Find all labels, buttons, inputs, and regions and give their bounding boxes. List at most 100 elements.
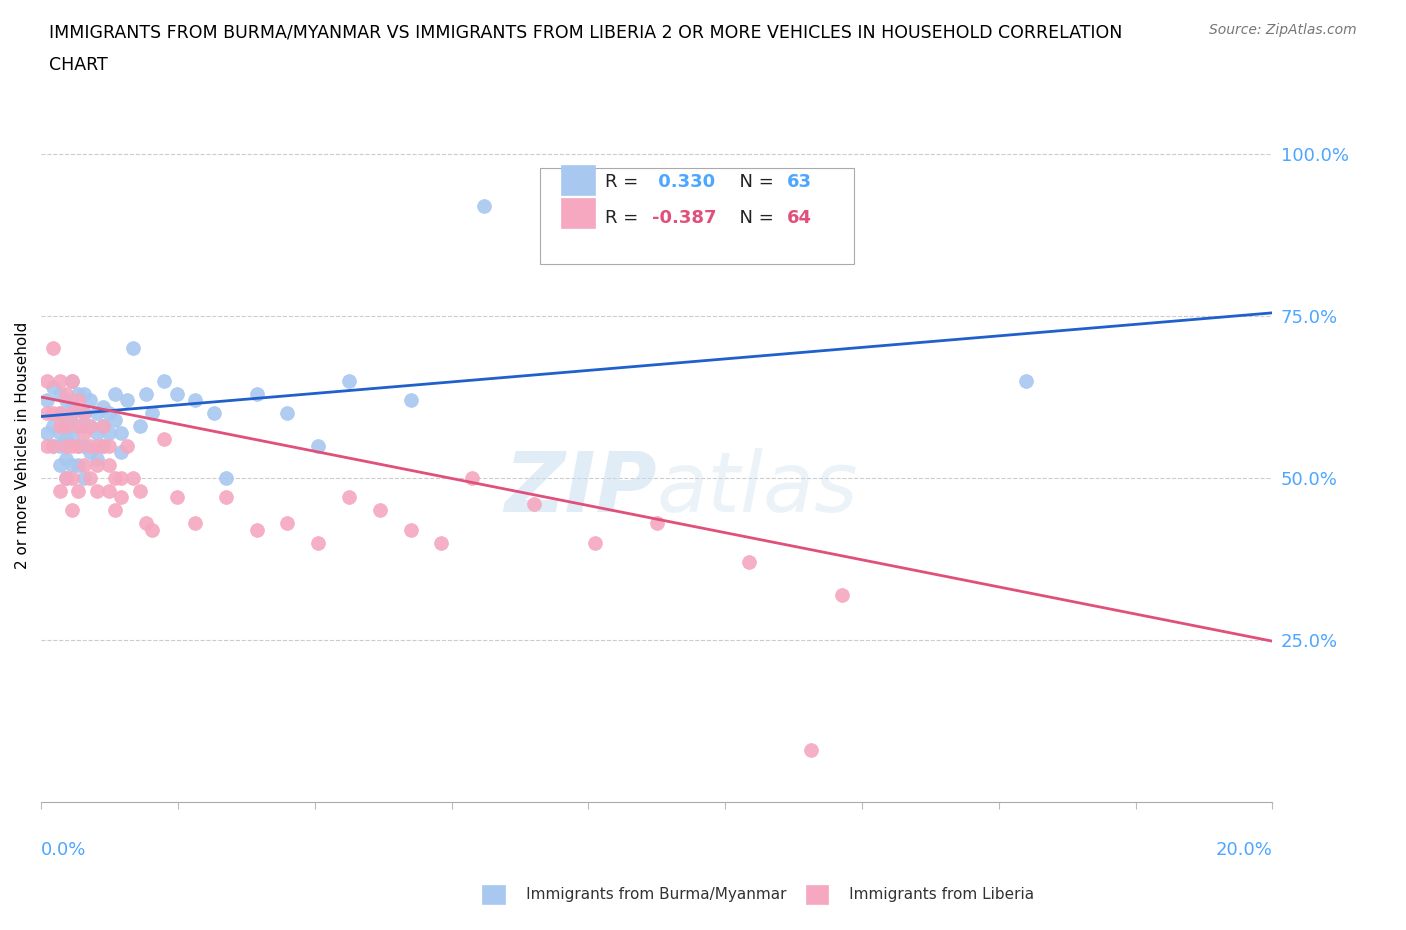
Point [55,432,77,446]
Point [37,405,59,420]
Point [97,458,120,472]
Point [117,392,139,407]
Point [37,374,59,389]
Point [1015,374,1038,389]
Point [276,405,298,420]
Point [117,438,139,453]
Point [399,392,422,407]
Point [42,341,65,356]
Point [60,471,83,485]
Point [583,536,606,551]
Point [645,516,668,531]
Point [73,458,96,472]
Point [368,503,391,518]
Text: atlas: atlas [657,448,859,529]
Point [461,471,484,485]
Point [73,405,96,420]
Point [86,484,108,498]
FancyBboxPatch shape [540,167,853,264]
Point [110,490,132,505]
Point [215,490,238,505]
Point [523,497,546,512]
Text: N =: N = [728,173,780,191]
Text: 0.330: 0.330 [652,173,716,191]
Point [86,451,108,466]
Point [67,418,90,433]
Point [42,438,65,453]
Point [48,484,70,498]
Point [42,379,65,394]
Point [430,536,453,551]
Point [37,392,59,407]
Point [42,438,65,453]
Point [60,432,83,446]
Point [246,386,269,401]
Point [91,418,114,433]
Point [86,405,108,420]
Point [60,418,83,433]
Point [141,523,163,538]
Text: R =: R = [605,208,644,227]
Point [55,471,77,485]
Point [86,438,108,453]
Point [67,392,90,407]
Point [55,412,77,427]
Point [97,425,120,440]
Point [73,418,96,433]
Point [73,438,96,453]
Text: Immigrants from Burma/Myanmar: Immigrants from Burma/Myanmar [492,887,786,902]
Point [399,523,422,538]
Text: CHART: CHART [49,56,108,73]
Point [166,386,188,401]
Point [48,418,70,433]
Point [184,392,207,407]
Point [128,418,150,433]
Point [97,484,120,498]
Point [91,399,114,414]
Point [67,438,90,453]
Point [135,386,157,401]
Text: 63: 63 [787,173,813,191]
Point [55,386,77,401]
Point [122,341,145,356]
Point [474,198,496,213]
Point [79,438,101,453]
Text: 64: 64 [787,208,813,227]
Text: R =: R = [605,173,644,191]
Point [60,374,83,389]
Point [104,503,127,518]
Point [800,742,823,757]
Point [307,438,329,453]
Point [79,471,101,485]
Point [276,516,298,531]
Point [246,523,269,538]
Y-axis label: 2 or more Vehicles in Household: 2 or more Vehicles in Household [15,322,30,569]
Text: -0.387: -0.387 [652,208,717,227]
Point [73,471,96,485]
Point [67,418,90,433]
Point [60,438,83,453]
Text: IMMIGRANTS FROM BURMA/MYANMAR VS IMMIGRANTS FROM LIBERIA 2 OR MORE VEHICLES IN H: IMMIGRANTS FROM BURMA/MYANMAR VS IMMIGRA… [49,23,1122,41]
Point [202,405,225,420]
Point [215,471,238,485]
Point [104,471,127,485]
Point [831,587,853,602]
Point [60,405,83,420]
Text: 0.0%: 0.0% [41,841,87,859]
Point [337,490,360,505]
Point [104,386,127,401]
Point [37,438,59,453]
Point [166,490,188,505]
Point [60,374,83,389]
Point [37,425,59,440]
Point [60,458,83,472]
Bar [561,198,595,229]
Point [67,458,90,472]
Point [73,425,96,440]
Point [60,405,83,420]
Point [55,418,77,433]
Point [67,386,90,401]
Text: 20.0%: 20.0% [1216,841,1272,859]
Point [97,405,120,420]
Point [60,399,83,414]
